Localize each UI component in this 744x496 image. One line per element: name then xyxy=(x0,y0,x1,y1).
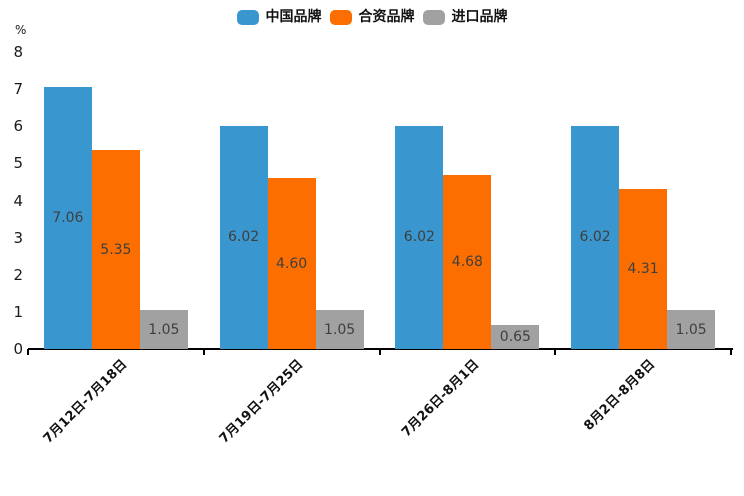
bar-value-label: 1.05 xyxy=(148,321,180,338)
legend-item-0: 中国品牌 xyxy=(236,9,322,25)
y-axis-unit-label: % xyxy=(15,23,27,37)
x-axis-tick xyxy=(378,349,381,355)
bar-value-label: 6.02 xyxy=(228,229,260,246)
bar-series0-group2: 6.02 xyxy=(395,125,444,349)
x-axis-tick xyxy=(730,349,732,355)
y-tick-label: 1 xyxy=(13,302,23,321)
y-tick-label: 5 xyxy=(13,154,23,173)
x-axis-tick xyxy=(202,349,205,355)
bar-series0-group0: 7.06 xyxy=(43,86,92,349)
y-tick-label: 2 xyxy=(13,265,23,284)
bar-series1-group2: 4.68 xyxy=(443,175,492,349)
y-tick-label: 8 xyxy=(13,43,23,61)
bar-series0-group3: 6.02 xyxy=(571,125,620,349)
bar-series1-group3: 4.31 xyxy=(619,188,668,349)
x-axis-tick xyxy=(554,349,557,355)
bar-value-label: 6.02 xyxy=(403,229,435,246)
bar-value-label: 7.06 xyxy=(52,209,84,226)
y-tick-label: 7 xyxy=(13,80,23,99)
bar-value-label: 0.65 xyxy=(499,328,531,345)
legend-item-label: 合资品牌 xyxy=(358,9,415,25)
bar-value-label: 1.05 xyxy=(675,321,707,338)
y-tick-label: 3 xyxy=(13,228,23,247)
bar-value-label: 4.68 xyxy=(451,254,483,271)
y-tick-label: 0 xyxy=(13,340,23,358)
bar-series0-group1: 6.02 xyxy=(219,125,268,349)
legend-item-1: 合资品牌 xyxy=(329,9,415,25)
bar-series2-group2: 0.65 xyxy=(491,324,540,349)
bar-series2-group0: 1.05 xyxy=(139,310,188,349)
y-tick-label: 4 xyxy=(13,191,23,210)
bar-series1-group0: 5.35 xyxy=(91,150,140,349)
bar-value-label: 4.60 xyxy=(276,255,308,272)
x-category-label: 7月19日-7月25日 xyxy=(216,357,307,447)
bar-value-label: 6.02 xyxy=(579,229,611,246)
x-axis-tick xyxy=(27,349,29,355)
legend-item-2: 进口品牌 xyxy=(422,9,508,25)
x-category-label: 7月26日-8月1日 xyxy=(398,357,482,441)
x-category-label: 7月12日-7月18日 xyxy=(40,357,131,447)
bar-series1-group1: 4.60 xyxy=(267,178,316,349)
x-axis-line xyxy=(28,348,733,350)
legend-item-label: 进口品牌 xyxy=(451,9,508,25)
bar-series2-group1: 1.05 xyxy=(315,310,364,349)
legend: 中国品牌 合资品牌 进口品牌 xyxy=(0,9,744,25)
legend-swatch-icon xyxy=(422,9,445,25)
bar-series2-group3: 1.05 xyxy=(667,310,716,349)
x-category-label: 8月2日-8月8日 xyxy=(580,357,658,434)
bar-value-label: 5.35 xyxy=(100,241,132,258)
legend-swatch-icon xyxy=(329,9,352,25)
legend-item-label: 中国品牌 xyxy=(265,9,322,25)
legend-swatch-icon xyxy=(236,9,259,25)
bar-value-label: 1.05 xyxy=(324,321,356,338)
bar-value-label: 4.31 xyxy=(627,260,659,277)
y-tick-label: 6 xyxy=(13,117,23,136)
